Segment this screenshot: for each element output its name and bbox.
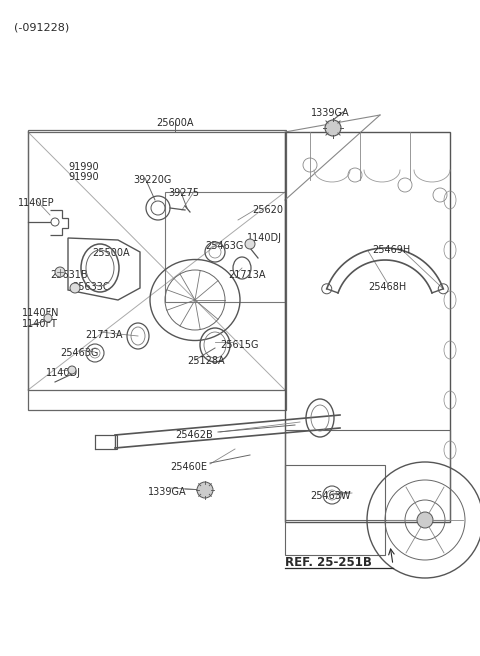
- Circle shape: [325, 120, 341, 136]
- Text: REF. 25-251B: REF. 25-251B: [285, 556, 372, 569]
- Text: 21713A: 21713A: [228, 270, 265, 280]
- Text: 91990: 91990: [68, 162, 98, 172]
- Text: 1339GA: 1339GA: [148, 487, 187, 497]
- Text: 39275: 39275: [168, 188, 199, 198]
- Bar: [28, 130, 286, 410]
- Text: 25462B: 25462B: [175, 430, 213, 440]
- Text: 25600A: 25600A: [156, 118, 194, 128]
- Text: 1140FT: 1140FT: [22, 319, 58, 329]
- Text: 25620: 25620: [252, 205, 283, 215]
- Circle shape: [70, 283, 80, 293]
- Text: 25633C: 25633C: [72, 282, 109, 292]
- Text: 25463G: 25463G: [60, 348, 98, 358]
- Text: 25460E: 25460E: [170, 462, 207, 472]
- Circle shape: [55, 267, 65, 277]
- Circle shape: [245, 239, 255, 249]
- Bar: [285, 465, 385, 555]
- Text: 25468H: 25468H: [368, 282, 406, 292]
- Text: (-091228): (-091228): [14, 22, 69, 32]
- Text: 1140DJ: 1140DJ: [247, 233, 282, 243]
- Circle shape: [44, 314, 52, 322]
- Text: 21713A: 21713A: [85, 330, 122, 340]
- Bar: [285, 430, 450, 520]
- Text: 25463G: 25463G: [205, 241, 243, 251]
- Bar: [95, 435, 117, 449]
- Text: 25463W: 25463W: [310, 491, 350, 501]
- Text: 25500A: 25500A: [92, 248, 130, 258]
- Text: 1140EP: 1140EP: [18, 198, 55, 208]
- Text: 1140DJ: 1140DJ: [46, 368, 81, 378]
- Bar: [285, 132, 450, 522]
- Circle shape: [68, 366, 76, 374]
- Text: 25631B: 25631B: [50, 270, 88, 280]
- Text: 39220G: 39220G: [133, 175, 171, 185]
- Circle shape: [197, 482, 213, 498]
- Text: 25469H: 25469H: [372, 245, 410, 255]
- Text: 1339GA: 1339GA: [311, 108, 349, 118]
- Bar: [165, 192, 285, 302]
- Text: 25128A: 25128A: [187, 356, 225, 366]
- Text: 91990: 91990: [68, 172, 98, 182]
- Circle shape: [417, 512, 433, 528]
- Text: 1140FN: 1140FN: [22, 308, 60, 318]
- Text: 25615G: 25615G: [220, 340, 259, 350]
